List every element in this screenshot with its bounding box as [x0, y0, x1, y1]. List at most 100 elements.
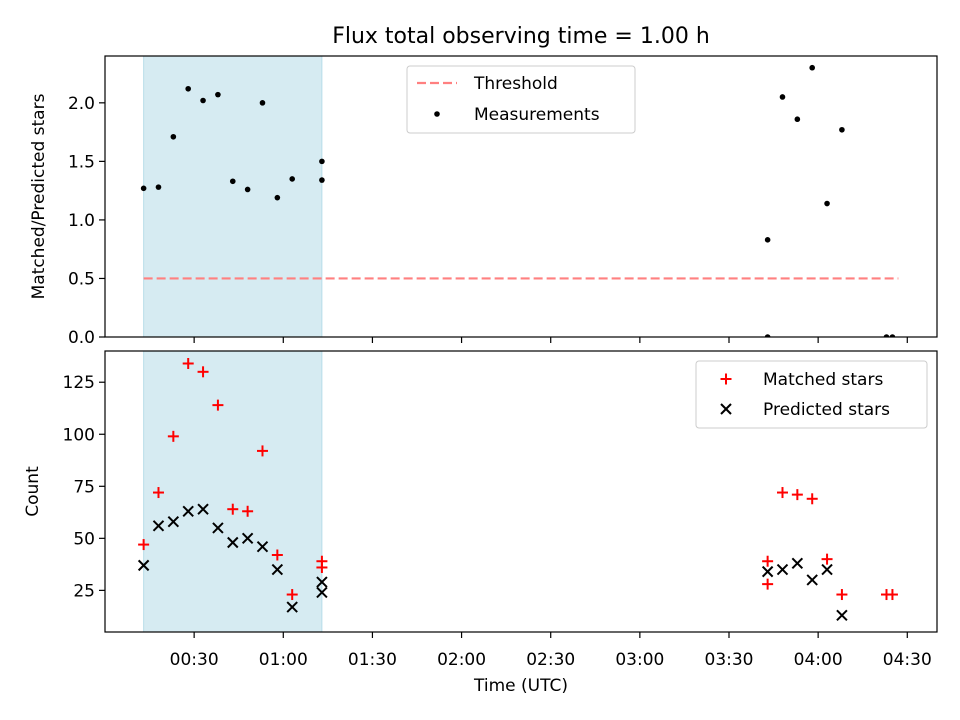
predicted-star-point	[806, 574, 818, 586]
y-axis-label: Count	[23, 466, 43, 517]
y-axis-label: Matched/Predicted stars	[29, 93, 49, 299]
matched-star-point	[256, 445, 268, 457]
matched-star-point	[791, 489, 803, 501]
measurement-point	[764, 237, 771, 243]
axes-frame	[104, 55, 938, 338]
legend-matched-swatch	[720, 373, 732, 385]
measurement-point	[319, 158, 325, 165]
y-tick-label: 50	[73, 529, 95, 549]
x-tick-label: 00:30	[170, 650, 219, 670]
predicted-star-point	[197, 503, 209, 515]
predicted-star-point	[137, 559, 150, 572]
matched-star-point	[167, 430, 179, 442]
x-tick-label: 03:30	[705, 650, 754, 670]
measurement-point	[319, 177, 325, 183]
axes-frame	[104, 350, 938, 633]
predicted-star-point	[776, 563, 789, 576]
measurement-point	[809, 64, 815, 71]
predicted-star-point	[761, 565, 774, 578]
x-axis-label: Time (UTC)	[473, 676, 568, 696]
measurement-point	[764, 334, 771, 337]
y-tick-label: 0.5	[68, 269, 95, 289]
measurement-point	[200, 97, 206, 104]
x-tick-label: 03:00	[615, 650, 664, 670]
y-tick-label: 75	[73, 477, 95, 497]
x-tick-label: 01:00	[259, 650, 308, 670]
measurement-point	[839, 126, 845, 133]
measurement-point	[883, 334, 890, 337]
matched-star-point	[821, 553, 833, 565]
y-tick-label: 25	[73, 581, 95, 601]
measurement-point	[170, 133, 177, 140]
matched-star-point	[886, 589, 898, 601]
legend-predicted-label: Predicted stars	[763, 400, 890, 420]
measurement-point	[215, 91, 221, 98]
predicted-star-point	[167, 515, 180, 528]
measurement-point	[794, 116, 801, 123]
predicted-star-point	[791, 557, 804, 570]
legend-measurements-label: Measurements	[474, 105, 600, 125]
legend-matched-label: Matched stars	[763, 370, 883, 390]
predicted-star-point	[316, 586, 328, 599]
matched-star-point	[836, 589, 848, 601]
matched-star-point	[197, 366, 209, 378]
predicted-star-point	[316, 576, 328, 588]
measurement-point	[779, 94, 786, 100]
predicted-star-point	[836, 609, 848, 622]
predicted-star-point	[212, 522, 224, 534]
predicted-star-point	[286, 601, 298, 613]
predicted-star-point	[271, 563, 284, 576]
matched-star-point	[286, 589, 298, 601]
measurement-point	[229, 178, 236, 185]
matched-star-point	[227, 503, 239, 515]
panel-ratio: 0.0 0.5 1.0 1.5 2.0 Matched/Predicted stars Th…	[29, 55, 938, 348]
x-axis: 00:30 01:00 01:30 02:00 02:30 03:00 03:30 04:00…	[170, 650, 932, 670]
y-tick-label: 0.0	[68, 328, 95, 348]
measurement-point	[274, 194, 281, 201]
measurement-point	[824, 200, 830, 207]
legend-measurements-swatch	[434, 111, 440, 117]
chart-title: Flux total observing time = 1.00 h	[332, 24, 710, 49]
predicted-star-point	[256, 540, 269, 553]
matched-star-point	[806, 493, 818, 505]
y-tick-label: 1.0	[68, 211, 95, 231]
measurement-point	[140, 185, 147, 192]
legend: Matched stars Predicted stars	[695, 360, 928, 429]
x-tick-label: 02:30	[526, 650, 575, 670]
measurement-point	[289, 176, 296, 182]
matched-star-point	[762, 578, 774, 590]
y-tick-label: 2.0	[68, 94, 95, 114]
matched-star-point	[316, 555, 328, 567]
legend-threshold-label: Threshold	[473, 74, 558, 94]
predicted-star-point	[182, 505, 194, 517]
y-tick-label: 100	[63, 425, 95, 445]
predicted-star-point	[227, 536, 239, 549]
shaded-interval	[143, 350, 323, 633]
measurement-point	[185, 85, 191, 92]
measurement-point	[889, 334, 896, 337]
x-tick-label: 01:30	[348, 650, 397, 670]
shaded-interval	[143, 55, 323, 338]
measurement-point	[259, 100, 266, 106]
x-tick-label: 02:00	[437, 650, 486, 670]
panel-counts: 25 50 75 100 125 Count Matched stars Predicted …	[23, 350, 938, 638]
measurement-point	[244, 186, 251, 193]
matched-star-point	[138, 539, 150, 551]
predicted-star-point	[821, 563, 833, 576]
x-tick-label: 04:00	[794, 650, 843, 670]
predicted-star-point	[241, 532, 254, 545]
x-tick-label: 04:30	[883, 650, 932, 670]
matched-star-point	[242, 505, 254, 517]
matched-star-point	[152, 487, 164, 499]
legend-predicted-swatch	[720, 403, 732, 415]
matched-star-point	[776, 487, 788, 499]
matched-star-point	[762, 555, 774, 567]
legend: Threshold Measurements	[406, 65, 636, 134]
y-tick-label: 125	[63, 373, 95, 393]
measurement-point	[155, 184, 162, 190]
predicted-star-point	[152, 520, 165, 532]
y-tick-label: 1.5	[68, 152, 95, 172]
matched-star-point	[182, 357, 194, 369]
matched-star-point	[271, 549, 283, 561]
